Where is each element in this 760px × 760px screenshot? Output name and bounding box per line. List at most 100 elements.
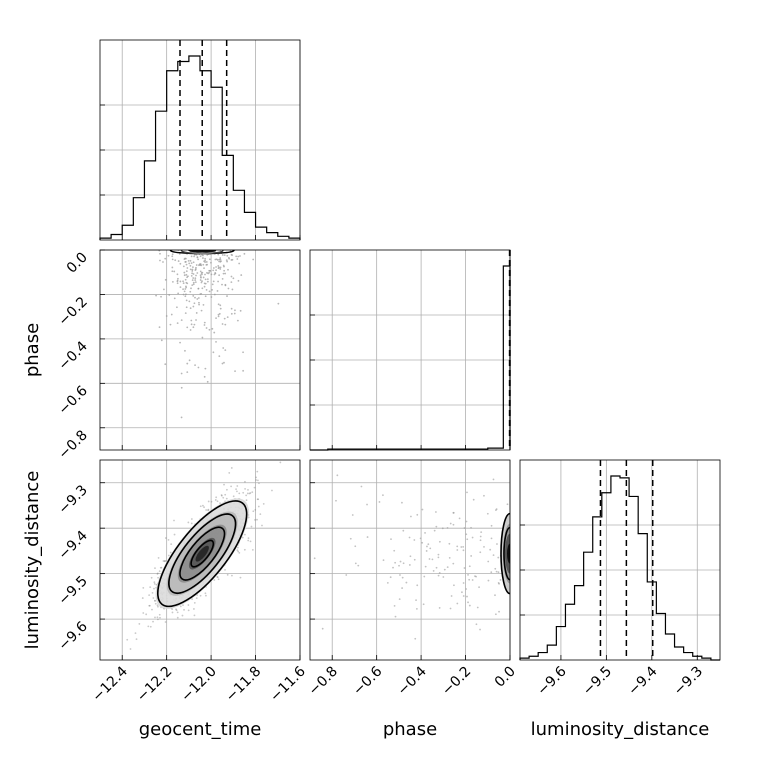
scatter-point [205, 289, 208, 291]
scatter-point [187, 521, 190, 524]
xtick-label: −9.4 [625, 663, 660, 698]
scatter-point [247, 537, 250, 539]
scatter-point [205, 594, 207, 597]
scatter-point [215, 317, 217, 320]
scatter-point [486, 512, 489, 515]
scatter-point [392, 566, 394, 569]
scatter-point [190, 319, 193, 322]
scatter-point [460, 546, 463, 548]
scatter-point [223, 265, 225, 268]
scatter-point [228, 472, 231, 474]
scatter-point [399, 574, 401, 576]
scatter-point [204, 259, 207, 262]
scatter-point [217, 578, 220, 581]
panel-phase-hist [309, 249, 511, 451]
scatter-point [244, 480, 246, 483]
scatter-point [401, 501, 403, 504]
scatter-point [170, 313, 173, 316]
scatter-point [237, 279, 240, 282]
scatter-point [208, 258, 211, 261]
scatter-point [467, 573, 469, 576]
scatter-point [200, 292, 203, 295]
xtick-label: −0.4 [395, 663, 430, 698]
scatter-point [181, 614, 184, 617]
scatter-point [215, 266, 217, 268]
scatter-point [235, 255, 238, 258]
scatter-point [155, 583, 158, 586]
xtick-label: −0.8 [306, 664, 341, 699]
ytick-label: −0.4 [55, 338, 90, 373]
scatter-point [151, 592, 154, 594]
scatter-point [163, 559, 166, 562]
scatter-point [230, 259, 233, 261]
scatter-point [206, 280, 209, 283]
scatter-point [239, 309, 242, 312]
scatter-point [194, 277, 197, 280]
scatter-point [186, 267, 189, 269]
scatter-point [167, 538, 170, 541]
scatter-point [492, 554, 495, 557]
scatter-point [149, 625, 152, 628]
xtick-label: −9.5 [580, 664, 615, 699]
scatter-point [313, 557, 316, 560]
scatter-point [226, 316, 229, 319]
scatter-point [192, 277, 195, 279]
scatter-point [154, 567, 156, 570]
scatter-point [195, 266, 197, 269]
contour [179, 526, 226, 581]
scatter-point [158, 326, 161, 329]
scatter-point [154, 616, 156, 619]
scatter-point [202, 276, 205, 279]
scatter-point [154, 602, 157, 605]
scatter-point [180, 372, 183, 375]
scatter-point [177, 260, 180, 262]
scatter-point [203, 324, 206, 326]
scatter-point [221, 278, 224, 280]
scatter-point [142, 612, 145, 614]
scatter-point [157, 557, 160, 559]
xtick-label: −9.6 [534, 663, 569, 698]
scatter-point [438, 607, 441, 609]
scatter-point [462, 582, 465, 584]
scatter-point [230, 275, 233, 278]
scatter-point [218, 355, 221, 358]
scatter-point [478, 586, 480, 589]
scatter-point [164, 257, 167, 260]
scatter-point [448, 556, 451, 559]
scatter-point [475, 623, 478, 626]
scatter-point [413, 539, 416, 541]
scatter-point [219, 304, 222, 307]
scatter-point [141, 597, 144, 599]
panel-luminosity-distance-vs-geocent-time [99, 459, 301, 661]
scatter-point [202, 263, 205, 266]
scatter-point [218, 260, 220, 263]
scatter-point [279, 461, 282, 464]
scatter-point [498, 610, 500, 613]
scatter-point [190, 274, 193, 277]
scatter-point [199, 279, 202, 281]
scatter-point [210, 273, 213, 276]
scatter-point [256, 470, 259, 473]
scatter-point [461, 591, 463, 594]
scatter-point [174, 259, 177, 262]
scatter-point [176, 279, 179, 282]
scatter-point [189, 268, 192, 271]
scatter-point [431, 558, 434, 561]
scatter-point [214, 258, 217, 261]
scatter-point [218, 312, 221, 315]
scatter-point [185, 293, 187, 296]
scatter-point [243, 533, 246, 536]
scatter-point [185, 285, 187, 288]
scatter-point [438, 540, 441, 543]
scatter-point [129, 648, 132, 650]
scatter-point [177, 292, 180, 295]
scatter-point [214, 499, 217, 501]
scatter-point [494, 613, 497, 616]
scatter-point [287, 554, 289, 556]
scatter-point [495, 570, 498, 573]
scatter-point [219, 502, 221, 505]
scatter-point [257, 505, 260, 508]
scatter-point [446, 526, 449, 529]
scatter-point [409, 555, 412, 558]
